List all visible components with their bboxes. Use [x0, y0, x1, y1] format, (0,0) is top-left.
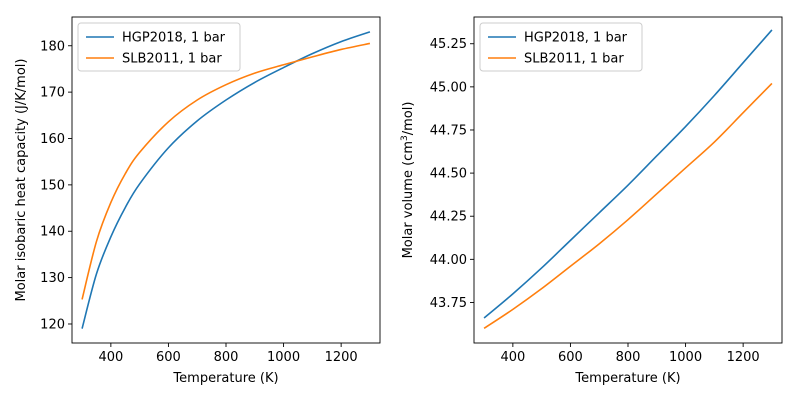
- x-tick-label: 600: [156, 350, 181, 365]
- series-line-2: [483, 82, 773, 330]
- y-tick-label: 160: [40, 132, 65, 147]
- legend-label-1: HGP2018, 1 bar: [122, 31, 226, 46]
- y-tick-label: 170: [40, 86, 65, 101]
- y-tick-label: 45.00: [430, 80, 467, 95]
- y-tick-label: 120: [40, 317, 65, 332]
- y-tick-label: 130: [40, 271, 65, 286]
- x-tick-label: 1000: [669, 350, 702, 365]
- x-axis-label: Temperature (K): [574, 371, 680, 386]
- y-tick-label: 140: [40, 225, 65, 240]
- y-tick-label: 44.00: [430, 253, 467, 268]
- x-tick-label: 1200: [727, 350, 760, 365]
- y-tick-label: 45.25: [430, 37, 467, 52]
- y-tick-label: 44.75: [430, 123, 467, 138]
- x-axis-label: Temperature (K): [172, 371, 278, 386]
- chart-panel-1: 400 600 800 1000 1200 120 130 140 150 160 170 180 Te…: [14, 16, 381, 386]
- y-axis-label: Molar isobaric heat capacity (J/K/mol): [14, 59, 29, 302]
- x-tick-label: 600: [558, 350, 583, 365]
- x-tick-label: 800: [214, 350, 239, 365]
- legend-label-2: SLB2011, 1 bar: [524, 52, 624, 67]
- legend: HGP2018, 1 bar SLB2011, 1 bar: [77, 22, 241, 72]
- chart-panel-2: 400 600 800 1000 1200 43.75 44.00 44.25 44.50 44.…: [400, 16, 783, 386]
- x-tick-label: 400: [500, 350, 525, 365]
- y-tick-label: 180: [40, 39, 65, 54]
- y-axis-label: Molar volume (cm3/mol): [400, 102, 416, 259]
- legend-box: [479, 22, 643, 72]
- x-tick-label: 1000: [267, 350, 300, 365]
- x-tick-label: 800: [616, 350, 641, 365]
- y-tick-label: 43.75: [430, 296, 467, 311]
- y-tick-label: 44.25: [430, 210, 467, 225]
- legend: HGP2018, 1 bar SLB2011, 1 bar: [479, 22, 643, 72]
- legend-label-1: HGP2018, 1 bar: [524, 31, 628, 46]
- legend-box: [77, 22, 241, 72]
- series-line-2: [81, 42, 371, 300]
- x-tick-label: 400: [98, 350, 123, 365]
- series-line-1: [81, 31, 371, 329]
- series-line-1: [483, 29, 773, 319]
- y-tick-label: 150: [40, 178, 65, 193]
- legend-label-2: SLB2011, 1 bar: [122, 52, 222, 67]
- x-tick-label: 1200: [325, 350, 358, 365]
- y-tick-label: 44.50: [430, 167, 467, 182]
